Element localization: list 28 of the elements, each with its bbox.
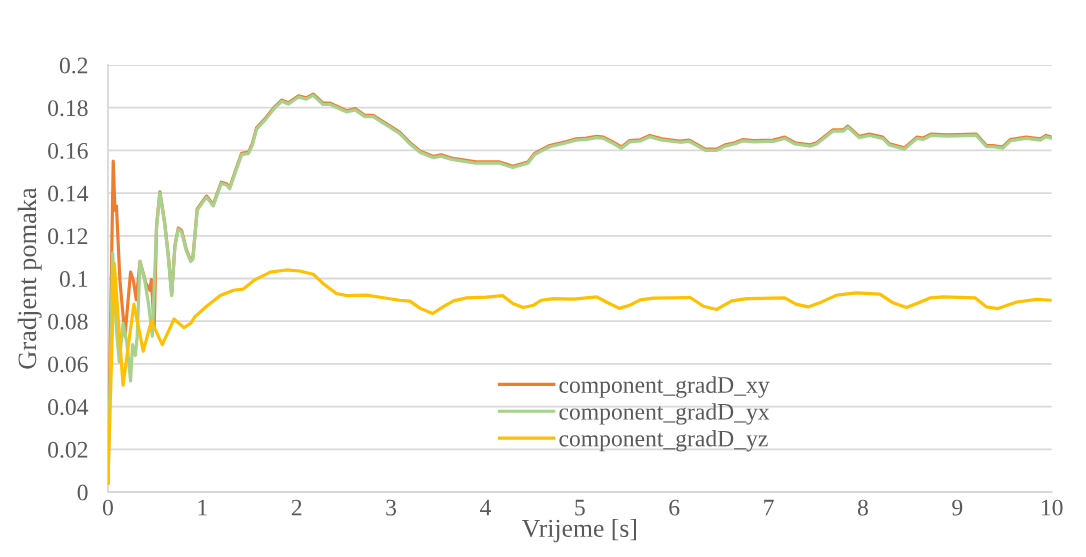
legend-label: component_gradD_yx [559, 403, 770, 425]
y-tick-label: 0.04 [48, 399, 89, 416]
x-tick-label: 2 [291, 499, 302, 516]
y-tick-label: 0.12 [48, 228, 88, 245]
legend-label: component_gradD_yz [559, 429, 768, 452]
y-tick-label: 0.02 [48, 441, 88, 458]
y-axis-title: Gradjent pomaka [17, 187, 42, 369]
x-tick-label: 6 [669, 499, 680, 516]
y-tick-label: 0.14 [48, 185, 89, 202]
x-axis-title: Vrijeme [s] [522, 518, 636, 543]
y-tick-label: 0.1 [59, 270, 88, 288]
line-series [107, 261, 1052, 486]
x-tick-label: 0 [102, 499, 113, 516]
y-tick-label: 0 [77, 484, 88, 501]
x-tick-label: 3 [386, 499, 397, 516]
x-tick-label: 9 [952, 499, 963, 516]
legend-label: component_gradD_xy [559, 376, 770, 398]
x-tick-label: 7 [764, 499, 774, 516]
y-tick-label: 0.08 [48, 313, 88, 330]
x-tick-label: 10 [1041, 499, 1063, 516]
x-tick-label: 8 [857, 499, 868, 516]
y-tick-label: 0.06 [48, 356, 88, 373]
y-tick-label: 0.2 [59, 57, 88, 74]
y-tick-label: 0.16 [48, 142, 88, 159]
x-tick-label: 5 [575, 499, 585, 516]
x-tick-label: 4 [480, 499, 491, 516]
x-tick-label: 1 [198, 499, 207, 516]
y-tick-label: 0.18 [48, 100, 88, 117]
